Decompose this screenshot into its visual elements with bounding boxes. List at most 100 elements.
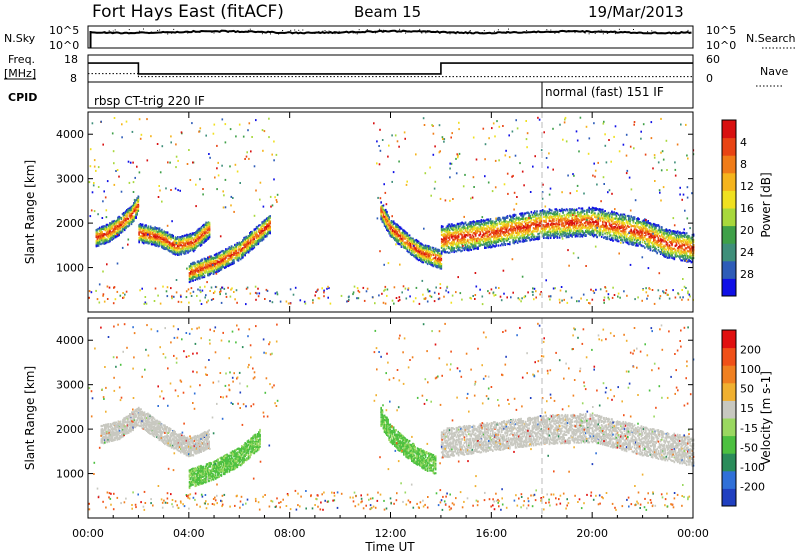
scatter-cell <box>231 259 234 262</box>
scatter-cell <box>221 256 224 259</box>
scatter-cell <box>245 240 248 243</box>
scatter-cell <box>187 251 189 254</box>
scatter-cell <box>145 239 147 242</box>
scatter-cell <box>230 256 233 259</box>
scatter-cell <box>178 247 180 250</box>
scatter-cell <box>239 242 242 245</box>
nsky-dot <box>247 29 249 31</box>
scatter-cell <box>155 230 157 233</box>
scatter-cell <box>182 246 185 249</box>
scatter-cell <box>119 224 121 227</box>
scatter-cell <box>461 249 463 252</box>
scatter-cell <box>136 213 138 216</box>
scatter-cell <box>125 210 127 213</box>
scatter-cell <box>209 264 211 267</box>
scatter-cell <box>172 244 174 247</box>
scatter-cell <box>217 270 219 273</box>
scatter-cell <box>111 236 113 239</box>
scatter-cell <box>117 218 119 221</box>
scatter-cell <box>112 235 115 238</box>
scatter-cell <box>251 232 253 235</box>
scatter-cell <box>120 230 123 233</box>
scatter-cell <box>160 233 162 235</box>
scatter-cell <box>237 246 240 249</box>
scatter-cell <box>144 230 146 233</box>
scatter-cell <box>114 231 117 234</box>
scatter-cell <box>139 235 142 238</box>
scatter-cell <box>259 237 261 240</box>
nsky-dot <box>455 33 457 35</box>
scatter-cell <box>128 209 131 211</box>
scatter-cell <box>237 257 240 260</box>
scatter-cell <box>109 240 111 243</box>
scatter-cell <box>267 231 269 234</box>
scatter-cell <box>220 263 223 266</box>
scatter-cell <box>155 238 157 241</box>
scatter-cell <box>233 248 235 251</box>
scatter-cell <box>128 221 131 223</box>
scatter-cell <box>120 224 123 226</box>
nave-tick-top: 60 <box>706 53 720 66</box>
scatter-cell <box>197 242 199 244</box>
scatter-cell <box>262 224 265 227</box>
scatter-cell <box>135 209 137 212</box>
scatter-cell <box>161 234 163 237</box>
scatter-cell <box>177 241 179 244</box>
scatter-cell <box>154 234 156 237</box>
scatter-cell <box>130 206 133 209</box>
nsearch-label: N.Search <box>746 32 796 45</box>
nsky-dot <box>558 32 560 34</box>
scatter-cell <box>507 223 510 225</box>
scatter-cell <box>161 230 163 233</box>
scatter-cell <box>205 221 207 224</box>
scatter-cell <box>264 232 267 235</box>
scatter-cell <box>100 229 102 232</box>
scatter-cell <box>186 238 188 241</box>
scatter-cell <box>191 249 194 252</box>
scatter-cell <box>250 243 252 246</box>
scatter-cell <box>249 241 251 244</box>
scatter-cell <box>210 261 212 264</box>
scatter-cell <box>231 255 234 258</box>
scatter-cell <box>161 237 163 240</box>
scatter-cell <box>217 260 219 263</box>
scatter-cell <box>263 223 266 226</box>
scatter-cell <box>174 251 177 254</box>
scatter-cell <box>175 250 178 253</box>
scatter-cell <box>179 249 181 252</box>
scatter-cell <box>130 209 133 211</box>
nsky-dot <box>270 33 271 35</box>
nave-trace <box>88 73 693 78</box>
scatter-cell <box>233 258 235 261</box>
scatter-cell <box>131 215 134 218</box>
scatter-cell <box>220 257 223 260</box>
scatter-cell <box>213 261 216 263</box>
scatter-cell <box>106 238 109 241</box>
scatter-cell <box>193 262 195 265</box>
nsky-dot <box>651 30 653 32</box>
scatter-cell <box>126 215 128 218</box>
scatter-cell <box>130 210 133 213</box>
nsky-dot <box>199 31 201 33</box>
scatter-cell <box>197 236 199 239</box>
scatter-cell <box>219 254 222 257</box>
scatter-cell <box>213 271 216 274</box>
scatter-cell <box>195 246 197 249</box>
scatter-cell <box>173 242 176 244</box>
scatter-cell <box>127 208 129 211</box>
scatter-cell <box>201 224 204 227</box>
scatter-cell <box>150 228 153 231</box>
nsky-dot <box>419 28 421 30</box>
scatter-cell <box>130 223 133 226</box>
scatter-cell <box>196 265 199 268</box>
scatter-cell <box>134 204 136 207</box>
nsky-dot <box>261 33 263 35</box>
scatter-cell <box>104 225 107 228</box>
scatter-cell <box>261 233 263 236</box>
scatter-cell <box>205 236 207 239</box>
scatter-cell <box>221 264 224 267</box>
scatter-cell <box>224 254 226 257</box>
scatter-cell <box>144 224 146 227</box>
scatter-cell <box>172 234 174 237</box>
scatter-cell <box>144 232 146 234</box>
